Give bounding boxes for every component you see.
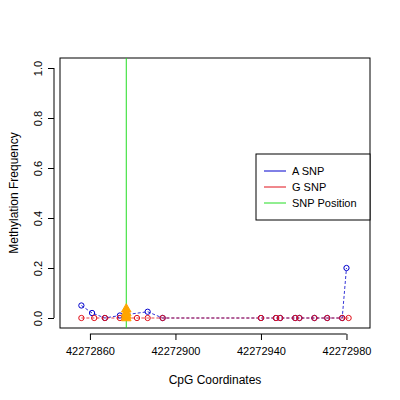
data-point	[145, 315, 150, 320]
legend-label: SNP Position	[292, 197, 357, 209]
x-tick-mark	[175, 334, 176, 340]
x-axis: 42272860 42272900 42272940 42272980	[66, 334, 372, 357]
snp-marker	[121, 304, 131, 312]
y-tick: 0.0	[32, 311, 54, 326]
data-point	[145, 309, 150, 314]
x-tick-label: 42272980	[323, 345, 372, 357]
data-point	[102, 315, 107, 320]
y-tick-mark	[48, 218, 54, 219]
y-axis-title: Methylation Frequency	[7, 132, 21, 253]
data-point	[160, 315, 165, 320]
y-axis-line	[54, 68, 55, 318]
y-tick-label: 1.0	[32, 61, 44, 76]
y-tick-mark	[48, 268, 54, 269]
data-point	[297, 315, 302, 320]
plot-frame	[60, 58, 370, 328]
data-point	[325, 315, 330, 320]
legend-swatch	[264, 171, 286, 172]
x-axis-line	[90, 334, 347, 335]
data-point	[340, 315, 345, 320]
data-point	[312, 315, 317, 320]
x-tick-mark	[261, 334, 262, 340]
x-tick-label: 42272940	[237, 345, 286, 357]
y-axis: 0.0 0.2 0.4 0.6 0.8 1.0	[32, 61, 54, 326]
y-tick: 0.8	[32, 111, 54, 126]
data-point	[346, 315, 351, 320]
y-tick-label: 0.6	[32, 161, 44, 176]
legend: A SNP G SNP SNP Position	[256, 154, 370, 220]
x-tick-mark	[90, 334, 91, 340]
data-point	[340, 315, 345, 320]
x-tick: 42272860	[66, 334, 115, 357]
y-tick-label: 0.2	[32, 261, 44, 276]
data-point	[312, 315, 317, 320]
data-point	[258, 315, 263, 320]
data-point	[325, 315, 330, 320]
data-point	[92, 315, 97, 320]
x-tick-label: 42272900	[151, 345, 200, 357]
data-point	[258, 315, 263, 320]
data-point	[102, 315, 107, 320]
y-tick-mark	[48, 68, 54, 69]
x-tick-label: 42272860	[66, 345, 115, 357]
legend-label: G SNP	[292, 181, 326, 193]
legend-swatch	[264, 187, 286, 188]
y-tick-mark	[48, 318, 54, 319]
data-point	[134, 315, 139, 320]
x-tick: 42272900	[151, 334, 200, 357]
chart: 422728604227290042272940422729800.00.20.…	[0, 0, 400, 400]
data-point	[79, 303, 84, 308]
x-tick-mark	[346, 334, 347, 340]
legend-box	[256, 154, 370, 220]
y-tick: 1.0	[32, 61, 54, 76]
y-tick-label: 0.0	[32, 311, 44, 326]
data-point	[344, 265, 349, 270]
data-point	[160, 315, 165, 320]
snp-position-line	[126, 58, 127, 328]
legend-swatch	[264, 203, 286, 204]
y-tick: 0.2	[32, 261, 54, 276]
x-tick: 42272940	[237, 334, 286, 357]
data-point	[278, 315, 283, 320]
legend-label: A SNP	[292, 165, 324, 177]
y-tick-mark	[48, 118, 54, 119]
x-axis-title: CpG Coordinates	[169, 373, 262, 387]
y-tick: 0.6	[32, 161, 54, 176]
data-point	[89, 310, 94, 315]
x-tick: 42272980	[323, 334, 372, 357]
y-tick: 0.4	[32, 211, 54, 226]
series-line	[81, 268, 346, 318]
y-tick-mark	[48, 168, 54, 169]
data-point	[79, 315, 84, 320]
y-tick-label: 0.8	[32, 111, 44, 126]
y-tick-label: 0.4	[32, 211, 44, 226]
